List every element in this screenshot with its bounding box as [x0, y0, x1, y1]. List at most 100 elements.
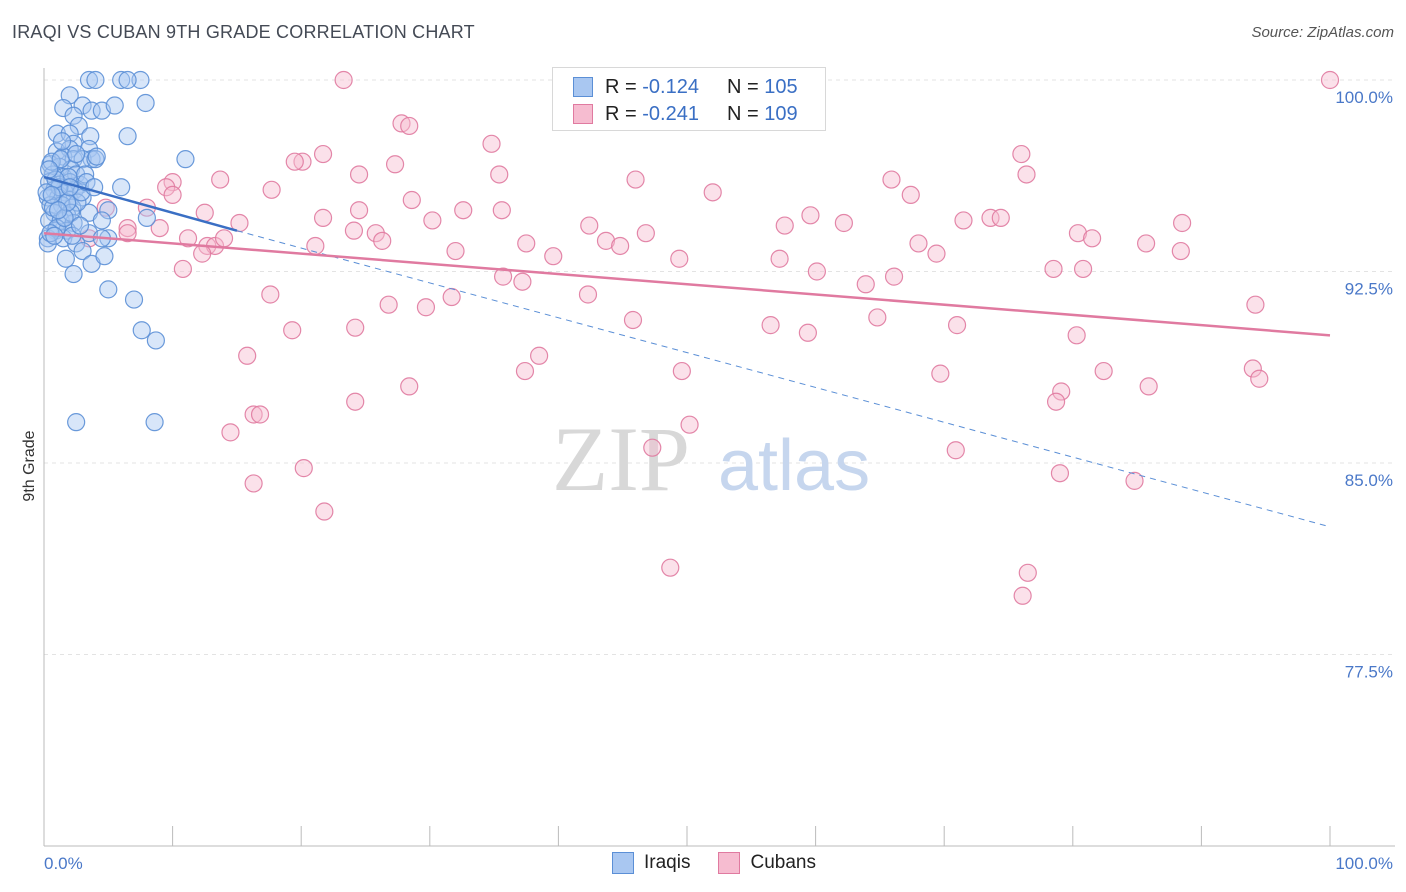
- point-cubans: [834, 213, 853, 233]
- point-cubans: [195, 203, 214, 222]
- point-iraqis: [92, 211, 111, 230]
- point-cubans: [238, 346, 257, 365]
- point-iraqis: [137, 208, 156, 227]
- legend-row-iraqis: R = -0.124 N = 105: [553, 74, 798, 100]
- point-cubans: [643, 438, 662, 457]
- point-cubans: [214, 229, 234, 248]
- point-iraqis: [112, 178, 131, 197]
- point-iraqis: [60, 124, 79, 143]
- point-cubans: [150, 218, 169, 238]
- point-cubans: [446, 241, 465, 261]
- legend-n-value: 109: [764, 102, 798, 125]
- point-cubans: [1067, 326, 1086, 345]
- point-cubans: [991, 208, 1010, 227]
- point-cubans: [1017, 165, 1036, 184]
- point-cubans: [482, 134, 501, 153]
- point-cubans: [193, 244, 212, 263]
- point-cubans: [856, 275, 875, 294]
- legend-r-label: R =: [605, 102, 637, 125]
- point-cubans: [580, 216, 599, 235]
- point-cubans: [544, 247, 563, 266]
- point-cubans: [946, 441, 965, 460]
- point-cubans: [884, 267, 904, 286]
- point-cubans: [349, 201, 369, 220]
- point-cubans: [346, 318, 365, 337]
- point-cubans: [244, 405, 263, 424]
- point-iraqis: [76, 165, 95, 184]
- point-iraqis: [105, 96, 124, 115]
- point-cubans: [118, 224, 137, 243]
- point-iraqis: [79, 70, 99, 90]
- point-cubans: [262, 180, 281, 199]
- point-cubans: [221, 423, 240, 442]
- point-cubans: [626, 170, 645, 189]
- legend-n-value: 105: [764, 75, 798, 98]
- point-cubans: [1171, 241, 1190, 261]
- point-cubans: [901, 185, 920, 204]
- point-cubans: [517, 234, 536, 253]
- point-iraqis: [64, 106, 83, 125]
- point-cubans: [1139, 377, 1158, 396]
- point-cubans: [492, 201, 511, 220]
- point-cubans: [423, 211, 442, 230]
- chart-title: IRAQI VS CUBAN 9TH GRADE CORRELATION CHA…: [12, 22, 475, 42]
- point-cubans: [909, 234, 928, 253]
- point-iraqis: [99, 280, 118, 299]
- point-iraqis: [145, 413, 164, 432]
- point-cubans: [798, 323, 817, 342]
- point-cubans: [761, 316, 780, 335]
- point-cubans: [703, 183, 722, 202]
- series-legend: Iraqis Cubans: [612, 852, 844, 874]
- legend-item-cubans[interactable]: Cubans: [718, 852, 816, 874]
- point-cubans: [1173, 213, 1192, 233]
- point-iraqis: [86, 70, 105, 90]
- point-iraqis: [118, 127, 137, 146]
- point-cubans: [1082, 229, 1102, 248]
- legend-item-iraqis[interactable]: Iraqis: [612, 852, 690, 874]
- point-iraqis: [37, 183, 56, 202]
- trend-lines: [43, 175, 1331, 528]
- point-iraqis: [118, 70, 137, 90]
- point-iraqis: [40, 160, 59, 179]
- point-cubans: [454, 201, 473, 220]
- point-cubans: [1052, 382, 1071, 401]
- watermark: ZIP atlas: [552, 408, 870, 510]
- point-cubans: [385, 155, 405, 174]
- point-cubans: [344, 221, 364, 240]
- point-iraqis: [82, 101, 101, 120]
- grid-lines: [44, 79, 1395, 655]
- trend-iraqis-extrapolated: [236, 230, 1331, 528]
- point-cubans: [1320, 70, 1340, 90]
- point-iraqis: [64, 264, 83, 284]
- point-cubans: [244, 474, 263, 493]
- point-iraqis: [132, 321, 151, 340]
- point-cubans: [313, 208, 333, 227]
- point-iraqis: [73, 241, 92, 261]
- point-iraqis: [124, 290, 144, 309]
- point-iraqis: [67, 413, 86, 432]
- point-cubans: [373, 231, 392, 250]
- point-cubans: [661, 558, 680, 577]
- point-cubans: [1046, 392, 1066, 411]
- point-cubans: [1012, 144, 1031, 164]
- point-cubans: [775, 216, 794, 235]
- point-iraqis: [131, 70, 150, 90]
- point-cubans: [1073, 259, 1093, 279]
- point-cubans: [670, 249, 689, 268]
- point-iraqis: [87, 147, 106, 166]
- point-cubans: [947, 316, 967, 335]
- legend-swatch-iraqis: [573, 77, 593, 97]
- legend-row-cubans: R = -0.241 N = 109: [553, 101, 798, 127]
- point-cubans: [400, 116, 419, 136]
- point-cubans: [513, 272, 532, 291]
- watermark-zip: ZIP: [552, 408, 690, 510]
- y-axis-label: 9th Grade: [21, 430, 38, 501]
- point-iraqis: [52, 132, 72, 151]
- point-iraqis: [95, 247, 114, 266]
- point-cubans: [334, 70, 353, 90]
- point-cubans: [379, 295, 398, 314]
- point-cubans: [261, 285, 280, 304]
- point-iraqis: [68, 193, 87, 212]
- point-cubans: [250, 405, 270, 424]
- point-iraqis: [112, 70, 131, 90]
